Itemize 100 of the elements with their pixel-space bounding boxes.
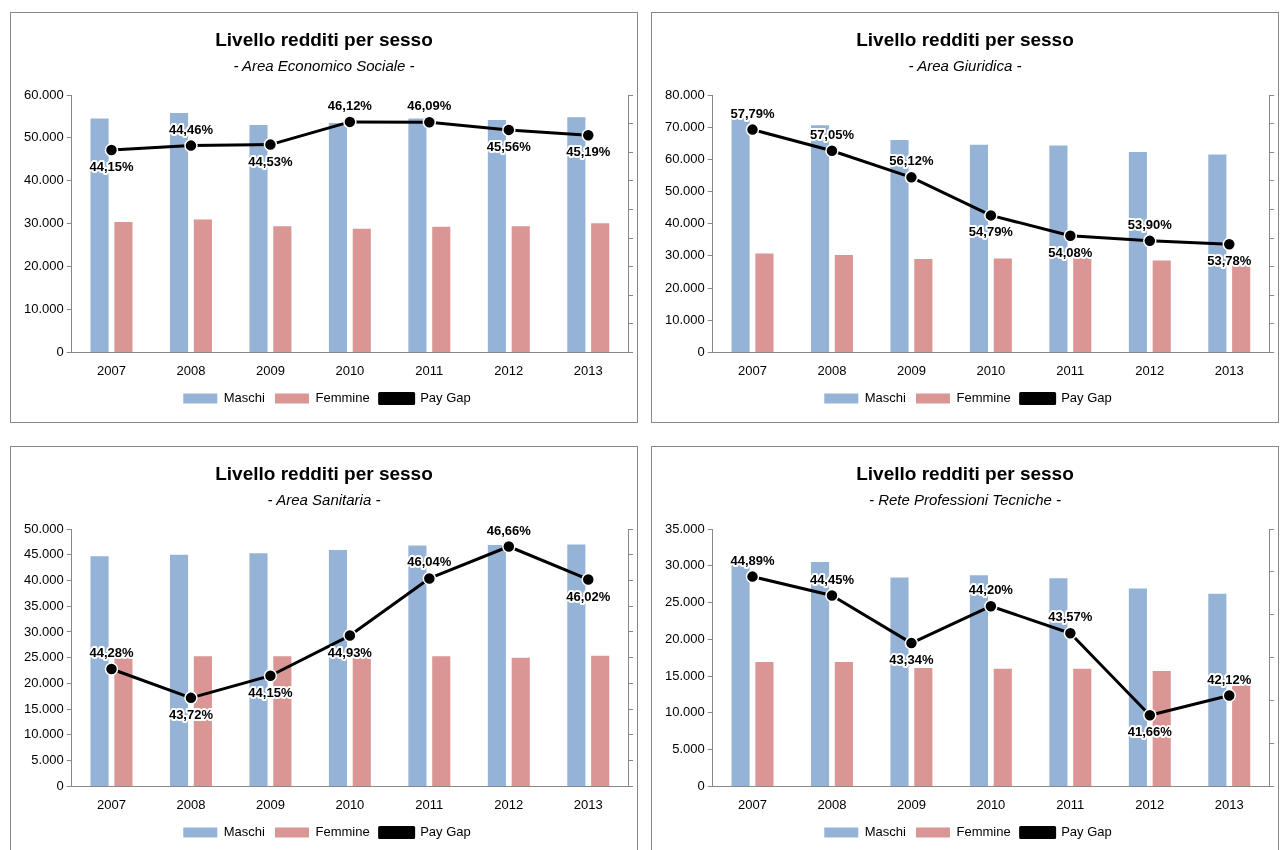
data-label: 45,56% [486, 138, 532, 154]
data-label: 44,45% [809, 571, 855, 587]
data-label: 53,78% [1207, 253, 1252, 269]
y-tick-label: 30.000 [665, 557, 705, 573]
point [1222, 688, 1237, 703]
y-tick-label: 20.000 [24, 258, 64, 274]
bar [591, 655, 610, 786]
x-tick-label: 2008 [176, 362, 206, 378]
x-tick-label: 2010 [976, 362, 1006, 378]
y-tick-label: 15.000 [24, 700, 64, 716]
legend-label: Femmine [956, 390, 1011, 406]
y-tick-label: 35.000 [665, 520, 705, 536]
y-tick-label: 0 [56, 777, 64, 793]
bar [993, 258, 1012, 352]
x-tick-label: 2013 [1214, 796, 1244, 812]
data-label: 43,72% [168, 706, 214, 722]
bar [591, 223, 610, 352]
point [825, 144, 839, 158]
bar [1152, 260, 1171, 352]
y-tick-label: 40.000 [665, 215, 705, 231]
chart-title: Livello redditi per sesso [855, 463, 1075, 485]
legend-label: Femmine [315, 390, 370, 406]
x-tick-label: 2011 [415, 362, 444, 378]
chart-title: Livello redditi per sesso [855, 29, 1075, 51]
point [422, 571, 437, 586]
data-label: 42,12% [1207, 671, 1252, 687]
x-tick-label: 2012 [1135, 796, 1165, 812]
data-label: 41,66% [1127, 724, 1173, 740]
y-tick-label: 60.000 [24, 86, 64, 102]
bar [1073, 668, 1092, 786]
bar [755, 253, 774, 352]
y-tick-label: 80.000 [665, 86, 705, 102]
point [343, 628, 357, 643]
x-tick-label: 2011 [1056, 796, 1085, 812]
x-tick-label: 2011 [415, 796, 444, 812]
chart-title: Livello redditi per sesso [214, 29, 434, 51]
y-tick-label: 45.000 [24, 546, 64, 562]
point [1143, 234, 1157, 248]
y-tick-label: 30.000 [665, 247, 705, 263]
data-label: 46,66% [486, 522, 532, 538]
chart-title: Livello redditi per sesso [214, 463, 434, 485]
bar [511, 226, 530, 352]
point [104, 662, 119, 676]
data-label: 44,15% [89, 159, 134, 175]
x-tick-label: 2010 [335, 362, 365, 378]
bar [432, 226, 451, 352]
y-tick-label: 0 [697, 343, 705, 359]
data-label: 53,90% [1127, 216, 1173, 232]
data-label: 43,57% [1048, 609, 1093, 625]
legend-label: Femmine [315, 824, 370, 840]
bar [273, 226, 292, 352]
bar [328, 122, 348, 352]
legend-label: Pay Gap [1061, 390, 1112, 406]
y-tick-label: 10.000 [665, 311, 705, 327]
chart-subtitle: - Area Economico Sociale - [232, 57, 416, 74]
point [581, 128, 596, 142]
y-tick-label: 50.000 [24, 520, 64, 536]
data-label: 44,89% [730, 552, 775, 568]
data-label: 45,19% [566, 144, 611, 160]
point [184, 691, 198, 705]
point [422, 115, 437, 130]
point [581, 572, 596, 587]
y-tick-label: 50.000 [665, 183, 705, 199]
y-tick-label: 10.000 [24, 726, 64, 742]
legend-label: Pay Gap [420, 824, 471, 840]
x-tick-label: 2013 [1214, 362, 1244, 378]
y-tick-label: 20.000 [665, 279, 705, 295]
point [745, 122, 760, 137]
x-tick-label: 2009 [896, 362, 926, 378]
y-tick-label: 15.000 [665, 667, 705, 683]
legend-label: Femmine [956, 824, 1011, 840]
point [1063, 228, 1078, 243]
data-label: 46,09% [407, 98, 452, 114]
y-tick-label: 50.000 [24, 129, 64, 145]
chart-subtitle: - Area Sanitaria - [266, 491, 382, 508]
data-label: 44,46% [168, 121, 214, 137]
chart-subtitle: - Area Giuridica - [907, 57, 1023, 74]
bar [993, 668, 1012, 786]
bar [193, 219, 212, 352]
bar [914, 668, 933, 786]
y-tick-label: 40.000 [24, 172, 64, 188]
x-tick-label: 2008 [817, 796, 847, 812]
point [263, 668, 278, 683]
point [984, 208, 998, 223]
x-tick-label: 2009 [255, 796, 285, 812]
y-tick-label: 0 [56, 343, 64, 359]
y-tick-label: 10.000 [24, 301, 64, 317]
point [984, 599, 998, 613]
x-tick-label: 2007 [97, 362, 126, 378]
bar [834, 254, 853, 352]
x-tick-label: 2013 [573, 362, 603, 378]
data-label: 43,34% [889, 652, 934, 668]
y-tick-label: 35.000 [24, 597, 64, 613]
data-label: 46,04% [407, 554, 452, 570]
data-label: 56,12% [889, 153, 934, 169]
bar [1073, 257, 1092, 352]
x-tick-label: 2012 [494, 362, 524, 378]
x-tick-label: 2008 [817, 362, 847, 378]
x-tick-label: 2013 [573, 796, 603, 812]
point [904, 170, 919, 185]
